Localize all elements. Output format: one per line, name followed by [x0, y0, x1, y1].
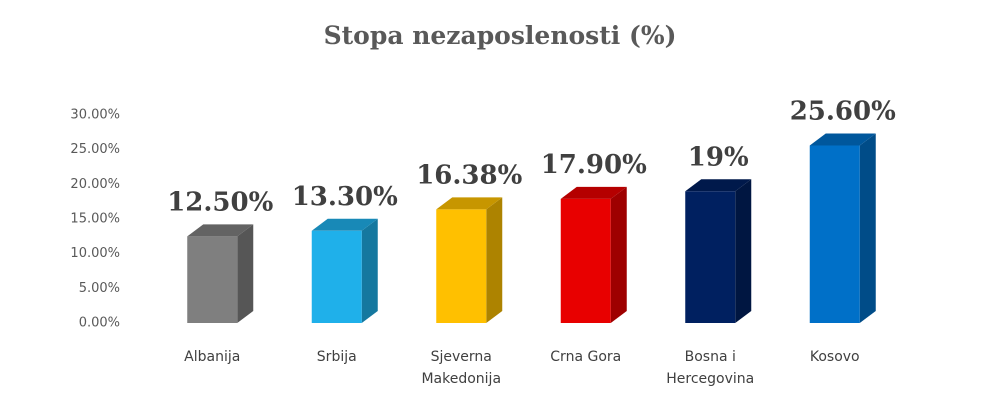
bar-side [859, 133, 876, 323]
bar [560, 186, 627, 323]
y-tick-label: 25.00% [70, 142, 120, 157]
bar-front [436, 209, 487, 323]
bar [311, 218, 378, 323]
y-tick-label: 15.00% [70, 212, 120, 227]
value-label: 12.50% [167, 187, 273, 217]
bar [685, 179, 752, 323]
bar [187, 224, 254, 323]
bar-top [809, 133, 876, 146]
y-tick-label: 0.00% [79, 316, 120, 331]
bar-side [735, 179, 752, 323]
bar-front [560, 198, 611, 323]
bar-top [560, 186, 627, 199]
value-label: 16.38% [416, 160, 522, 190]
y-tick-label: 30.00% [70, 108, 120, 123]
value-label: 13.30% [292, 182, 398, 212]
bar-side [486, 197, 503, 323]
bar-top [311, 218, 378, 231]
bar-side [361, 218, 378, 323]
bar-top [685, 179, 752, 192]
x-tick-label: Bosna i Hercegovina [666, 349, 755, 387]
bar-side [610, 186, 627, 323]
x-tick-label: Sjeverna Makedonija [421, 349, 502, 387]
x-tick-label: Albanija [184, 349, 241, 365]
bar [809, 133, 876, 323]
bar-front [311, 230, 362, 323]
y-tick-label: 5.00% [79, 281, 120, 296]
x-tick-label: Srbija [316, 349, 357, 365]
x-tick-label: Kosovo [809, 349, 860, 365]
value-label: 17.90% [541, 150, 647, 180]
bar-front [809, 145, 860, 323]
bar-side [237, 224, 254, 323]
bar-top [436, 197, 503, 210]
chart-title: Stopa nezaposlenosti (%) [324, 21, 677, 50]
bar-front [187, 236, 238, 323]
bar-top [187, 224, 254, 237]
bar [436, 197, 503, 323]
x-tick-label: Crna Gora [550, 349, 622, 365]
y-tick-label: 10.00% [70, 246, 120, 261]
y-tick-label: 20.00% [70, 177, 120, 192]
value-label: 19% [688, 142, 749, 172]
value-label: 25.60% [790, 97, 896, 127]
bar-front [685, 191, 736, 323]
